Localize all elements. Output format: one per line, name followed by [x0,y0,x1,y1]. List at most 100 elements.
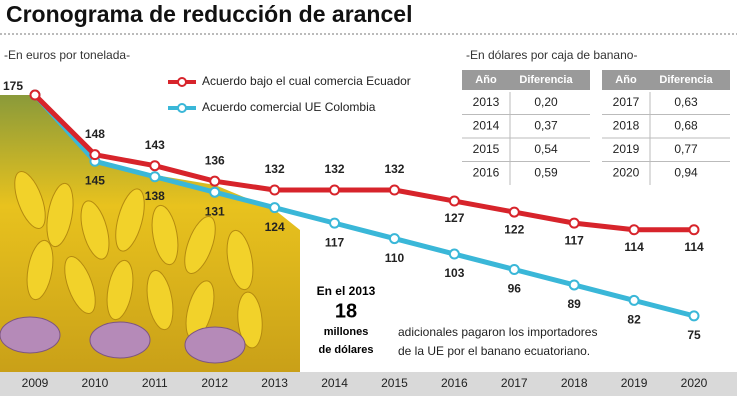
x-tick-label: 2017 [501,376,528,390]
data-point [329,184,341,196]
data-point [388,233,400,245]
data-point [388,184,400,196]
series-line [33,93,694,233]
table-header [602,70,730,90]
data-point [448,195,460,207]
table-cell: 2016 [473,166,500,180]
data-label: 122 [504,222,524,236]
data-label: 132 [325,162,345,176]
table-header-cell: Año [475,74,497,86]
data-point [209,175,221,187]
table: Año Diferencia 2013 0,20 2014 0,37 2015 0,54 201… [462,70,730,185]
data-label: 89 [568,297,582,311]
data-label: 145 [85,173,105,187]
table-cell: 2019 [613,142,640,156]
table-header-cell: Diferencia [659,74,713,86]
banana-image [0,95,300,372]
data-label: 110 [385,251,405,265]
table-cell: 2013 [473,95,500,109]
table-cell: 2014 [473,119,500,133]
title: Cronograma de reducción de arancel [6,1,412,27]
annotation-amount: 18 [335,300,357,322]
data-label: 132 [265,162,285,176]
x-tick-label: 2014 [321,376,348,390]
data-point [568,217,580,229]
data-label: 143 [145,138,165,152]
data-label: 136 [205,153,225,167]
data-point [508,206,520,218]
data-point [508,264,520,275]
data-point [29,89,41,101]
table-title: -En dólares por caja de banano- [466,48,637,62]
data-label: 82 [627,313,641,327]
data-label: 114 [684,240,704,254]
annotation-unit: millones [324,326,369,338]
data-point [688,224,700,236]
annotation-year: En el 2013 [317,284,376,298]
table-cell: 0,37 [534,119,558,133]
legend: Acuerdo bajo el cual comercia Ecuador Ac… [168,74,411,114]
table-header-cell: Año [615,74,637,86]
annotation-text: de la UE por el banano ecuatoriano. [398,344,590,358]
data-label: 117 [565,233,585,247]
table-cell: 2017 [613,95,640,109]
data-label: 138 [145,189,165,203]
x-tick-label: 2013 [261,376,288,390]
data-point [149,171,161,183]
x-tick-label: 2020 [681,376,708,390]
table-cell: 2020 [613,166,640,180]
table-cell: 0,20 [534,95,558,109]
table-cell: 0,68 [674,119,698,133]
data-point [688,310,700,322]
data-label: 175 [3,79,23,93]
x-tick-label: 2012 [201,376,228,390]
legend-label: Acuerdo comercial UE Colombia [202,100,376,114]
data-point [448,248,460,260]
x-tick-label: 2011 [142,376,168,390]
table-cell: 0,77 [674,142,698,156]
x-tick-label: 2018 [561,376,588,390]
x-tick-label: 2009 [22,376,49,390]
data-point [89,149,101,161]
subtitle: -En euros por tonelada- [4,48,130,62]
table-header-cell: Diferencia [519,74,573,86]
annotation: En el 2013 18 millones de dólares adicio… [300,278,608,364]
data-point [628,294,640,306]
data-label: 114 [624,240,644,254]
data-point [329,217,341,229]
annotation-unit: de dólares [318,344,373,356]
x-tick-label: 2010 [82,376,109,390]
data-label: 132 [384,162,404,176]
table-cell: 0,54 [534,142,558,156]
series-line [33,93,695,319]
table-cell: 0,94 [674,166,698,180]
legend-marker [177,103,187,113]
data-point [149,160,161,172]
data-label: 148 [85,127,105,141]
data-label: 117 [325,235,345,249]
x-tick-label: 2015 [381,376,408,390]
data-point [209,186,221,198]
legend-label: Acuerdo bajo el cual comercia Ecuador [202,74,411,88]
data-point [269,184,281,196]
x-tick-label: 2019 [621,376,648,390]
table-cell: 2015 [473,142,500,156]
table-cell: 0,59 [534,166,558,180]
annotation-box [300,278,392,364]
table-cell: 0,63 [674,95,698,109]
table-header [462,70,590,90]
data-label: 131 [205,204,225,218]
table-cell: 2018 [613,119,640,133]
data-label: 96 [508,282,522,296]
x-tick-label: 2016 [441,376,468,390]
x-axis-band [0,372,737,396]
annotation-text-box [393,322,608,362]
data-label: 124 [265,220,285,234]
data-label: 127 [444,211,464,225]
data-point [269,202,281,214]
data-label: 75 [687,328,701,342]
data-label: 103 [444,266,464,280]
data-point [568,279,580,291]
data-point [628,224,640,236]
